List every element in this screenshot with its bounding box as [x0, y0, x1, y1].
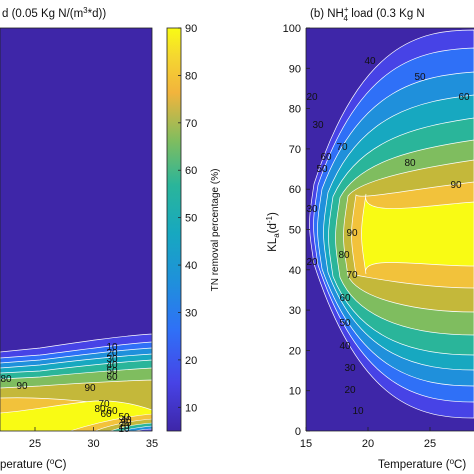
- panel-b-y-tick-label: 80: [289, 104, 301, 116]
- panel-a-x-tick-label: 30: [87, 438, 99, 450]
- panel-b-y-tick-label: 40: [289, 265, 301, 277]
- panel-a-x-ticks: 25 30 35: [29, 427, 158, 450]
- panel-b-y-label: KLa(d-1): [265, 212, 281, 252]
- panel-b-x-tick-label: 20: [362, 438, 374, 450]
- panel-b-title: (b) NH+ 4 load (0.3 Kg N: [310, 5, 425, 23]
- panel-b-y-tick-label: 100: [283, 23, 301, 35]
- panel-a-contour-label: 70: [98, 399, 110, 410]
- panel-a-contour-label: 90: [84, 383, 96, 394]
- panel-a-x-tick-label: 35: [146, 438, 158, 450]
- panel-b-contour-label: 70: [346, 270, 358, 281]
- panel-b-contour-label: 90: [450, 180, 462, 191]
- panel-b-y-tick-label: 70: [289, 144, 301, 156]
- panel-a-contour-label: 30: [106, 354, 118, 365]
- panel-a-contour-label: 40: [106, 360, 118, 371]
- panel-b-y-tick-label: 10: [289, 386, 301, 398]
- panel-b-contour-label: 40: [339, 341, 351, 352]
- panel-b-contour-label: 50: [339, 318, 351, 329]
- panel-b-y-ticks: 0 10 20 30 40 50 60 70 80 90 100: [283, 23, 310, 438]
- panel-a-contour-label: 50: [118, 412, 130, 423]
- panel-b-contour-label: 30: [344, 363, 356, 374]
- panel-b-contour-label: 20: [306, 92, 318, 103]
- panel-b-contour-label: 20: [306, 257, 318, 268]
- panel-b-y-tick-label: 50: [289, 225, 301, 237]
- panel-a-contour-label: 80: [94, 404, 106, 415]
- colorbar-tick-label: 40: [185, 260, 197, 272]
- panel-b-contour-label: 50: [414, 72, 426, 83]
- panel-b-contour-label: 60: [320, 152, 332, 163]
- panel-b-y-tick-label: 60: [289, 184, 301, 196]
- colorbar-tick-label: 50: [185, 213, 197, 225]
- panel-b-contour-label: 80: [338, 250, 350, 261]
- panel-a-contour-label: 60: [106, 406, 118, 417]
- panel-a-axes: [0, 27, 153, 432]
- panel-a-contour-label: 60: [100, 409, 112, 420]
- colorbar-tick-label: 70: [185, 118, 197, 130]
- panel-b-contour-label: 10: [352, 406, 364, 417]
- panel-b-contour-label: 70: [336, 142, 348, 153]
- panel-a-contour-label: 20: [106, 348, 118, 359]
- panel-b-contour-label: 20: [344, 385, 356, 396]
- panel-a-x-tick-label: 25: [29, 438, 41, 450]
- panel-b-contour-label: 30: [306, 204, 318, 215]
- panel-b-y-tick-label: 0: [295, 426, 301, 438]
- panel-b-band-90: [361, 193, 474, 275]
- panel-a-contour-label: 30: [120, 418, 132, 429]
- panel-b-y-tick-label: 20: [289, 345, 301, 357]
- colorbar-tick-label: 80: [185, 70, 197, 82]
- colorbar-tick-label: 60: [185, 165, 197, 177]
- panel-b-contour-label: 50: [316, 164, 328, 175]
- panel-b-contour-label: 60: [339, 293, 351, 304]
- panel-a-plot: [0, 28, 152, 431]
- panel-b-x-label: Temperature (oC): [378, 457, 466, 471]
- panel-a-contour-label: 40: [120, 415, 132, 426]
- panel-a-contour-label: 60: [106, 372, 118, 383]
- panel-a-contour-label: 10: [106, 342, 118, 353]
- panel-b-contour-label: 60: [458, 92, 470, 103]
- panel-a-contour-label: 50: [106, 366, 118, 377]
- panel-b-contour-label: 80: [404, 158, 416, 169]
- panel-a-title: d (0.05 Kg N/(m3*d)): [2, 6, 106, 20]
- panel-b-contour-label: 90: [346, 228, 358, 239]
- panel-b-x-ticks: 15 20 25: [300, 427, 436, 450]
- panel-b-x-tick-label: 15: [300, 438, 312, 450]
- panel-a-x-label: perature (oC): [0, 457, 67, 471]
- panel-b-contour-label: 40: [364, 56, 376, 67]
- colorbar-tick-label: 90: [185, 23, 197, 35]
- colorbar-ticks: 10 20 30 40 50 60 70 80 90: [178, 23, 197, 414]
- colorbar-tick-label: 10: [185, 402, 197, 414]
- panel-b-y-tick-label: 90: [289, 63, 301, 75]
- panel-a-contour-label: 20: [118, 421, 130, 432]
- colorbar: [166, 27, 182, 432]
- colorbar-tick-label: 30: [185, 307, 197, 319]
- panel-b-contour-label: 30: [312, 120, 324, 131]
- panel-b-x-tick-label: 25: [424, 438, 436, 450]
- panel-a-contour-label: 80: [0, 374, 12, 385]
- colorbar-tick-label: 20: [185, 355, 197, 367]
- panel-b-y-tick-label: 30: [289, 305, 301, 317]
- panel-b-contour-labels: 4050602030705060809090302080706050403020…: [306, 56, 470, 417]
- panel-a-contour-label: 90: [16, 381, 28, 392]
- panel-b-plot: [306, 28, 474, 431]
- colorbar-label: TN removal percentage (%): [210, 169, 221, 292]
- panel-a-contour-label: 10: [118, 424, 130, 435]
